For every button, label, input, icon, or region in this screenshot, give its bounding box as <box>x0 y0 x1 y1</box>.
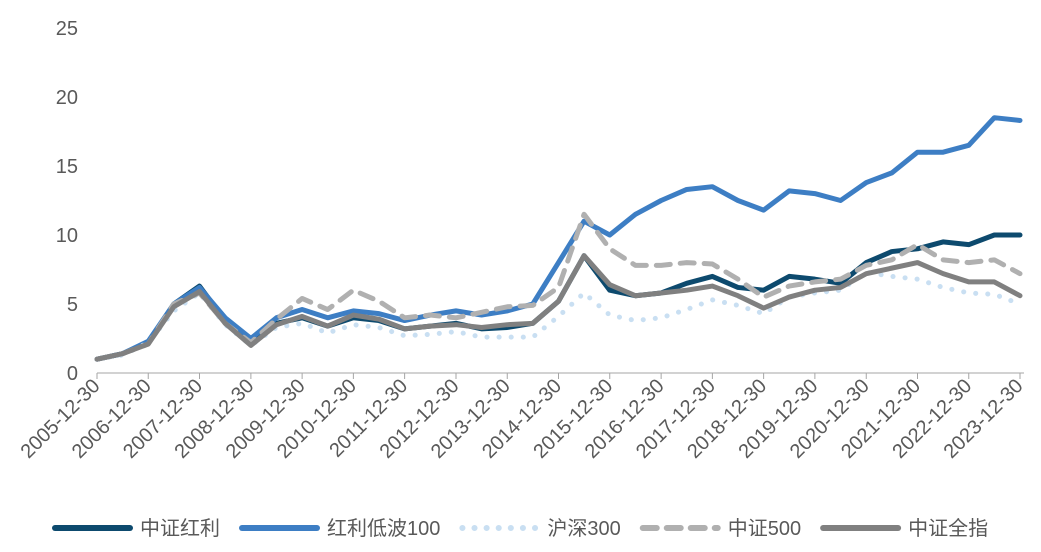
y-tick-label: 25 <box>56 18 78 40</box>
y-tick-label: 10 <box>56 225 78 247</box>
legend-label: 沪深300 <box>547 517 620 540</box>
y-tick-label: 15 <box>56 156 78 178</box>
legend-item: 红利低波100 <box>239 517 440 540</box>
series-line <box>94 253 1023 362</box>
series-line <box>94 115 1023 362</box>
legend-label: 中证500 <box>728 517 801 540</box>
legend-label: 中证红利 <box>140 517 220 540</box>
y-tick-label: 20 <box>56 87 78 109</box>
legend-item: 中证红利 <box>52 517 220 540</box>
legend-label: 红利低波100 <box>327 517 440 540</box>
legend-label: 中证全指 <box>908 517 988 540</box>
legend-item: 中证全指 <box>820 517 988 540</box>
series-line <box>94 211 1023 362</box>
legend-item: 中证500 <box>639 517 801 540</box>
y-tick-label: 5 <box>67 294 78 316</box>
y-tick-label: 0 <box>67 363 78 385</box>
legend-item: 沪深300 <box>459 517 621 540</box>
